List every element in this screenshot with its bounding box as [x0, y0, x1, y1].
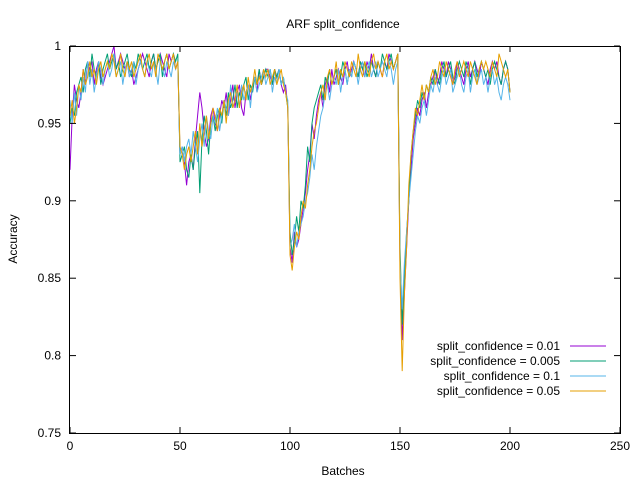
y-tick-label: 0.9 [44, 194, 61, 208]
x-tick-label: 100 [280, 439, 300, 453]
plot-area [69, 45, 511, 372]
legend: split_confidence = 0.01split_confidence … [430, 339, 606, 398]
y-tick-label: 1 [54, 39, 61, 53]
legend-label: split_confidence = 0.005 [430, 354, 560, 368]
legend-label: split_confidence = 0.1 [444, 369, 561, 383]
x-tick-label: 50 [173, 439, 187, 453]
x-axis-label: Batches [321, 464, 364, 478]
x-tick-label: 250 [610, 439, 630, 453]
series-line-0 [69, 45, 511, 341]
chart-title: ARF split_confidence [286, 17, 400, 31]
y-tick-label: 0.85 [38, 271, 62, 285]
y-tick-label: 0.95 [38, 116, 62, 130]
series-line-2 [69, 53, 511, 310]
plot-frame [69, 46, 621, 434]
x-tick-label: 150 [390, 439, 410, 453]
y-tick-label: 0.75 [38, 426, 62, 440]
legend-label: split_confidence = 0.01 [437, 339, 560, 353]
series-line-3 [69, 53, 511, 372]
x-tick-label: 0 [67, 439, 74, 453]
x-tick-label: 200 [500, 439, 520, 453]
legend-label: split_confidence = 0.05 [437, 384, 560, 398]
series-line-1 [69, 51, 511, 325]
y-axis: 0.75 0.8 0.85 0.9 0.95 1 [38, 39, 620, 440]
y-tick-label: 0.8 [44, 349, 61, 363]
y-axis-label: Accuracy [6, 214, 20, 263]
x-axis: 0 50 100 150 200 250 [67, 46, 630, 453]
